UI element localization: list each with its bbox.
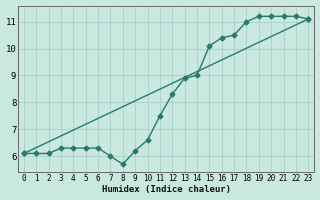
X-axis label: Humidex (Indice chaleur): Humidex (Indice chaleur) xyxy=(101,185,231,194)
